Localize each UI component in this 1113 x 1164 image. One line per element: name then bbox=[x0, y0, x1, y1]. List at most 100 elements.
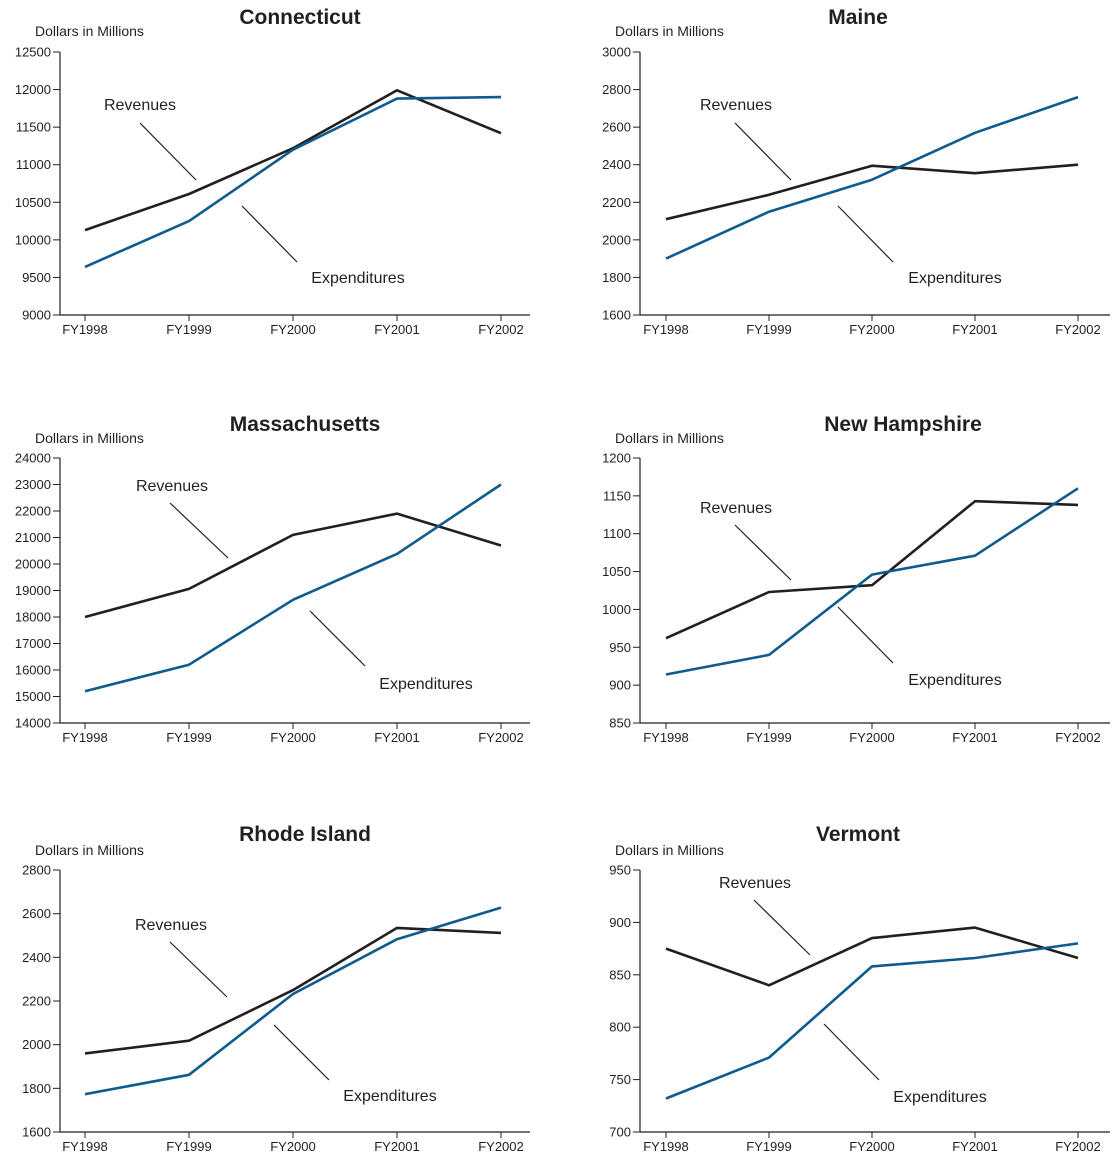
y-tick-label: 2800 bbox=[22, 863, 51, 878]
chart-panel-connecticut: Connecticut Dollars in Millions 9000 9500 10… bbox=[15, 6, 530, 337]
x-tick-label: FY2001 bbox=[952, 1139, 998, 1154]
y-tick-label: 18000 bbox=[15, 610, 51, 625]
x-tick-label: FY1998 bbox=[643, 322, 689, 337]
y-tick-label: 2200 bbox=[602, 195, 631, 210]
y-tick-label: 1800 bbox=[22, 1081, 51, 1096]
y-tick-label: 900 bbox=[609, 915, 631, 930]
series-label-expenditures: Expenditures bbox=[908, 672, 1001, 689]
y-tick-label: 2600 bbox=[602, 120, 631, 135]
series-line-expenditures bbox=[665, 487, 1079, 676]
leader-line-revenues bbox=[734, 524, 792, 581]
x-tick-label: FY1998 bbox=[62, 730, 108, 745]
y-tick-label: 1200 bbox=[602, 451, 631, 466]
y-tick-label: 1800 bbox=[602, 270, 631, 285]
x-tick-label: FY2000 bbox=[270, 730, 316, 745]
y-tick-label: 9000 bbox=[22, 308, 51, 323]
y-tick-label: 1150 bbox=[603, 488, 631, 503]
x-tick-label: FY2001 bbox=[374, 1139, 420, 1154]
series-label-revenues: Revenues bbox=[135, 917, 207, 934]
y-tick-label: 10000 bbox=[15, 232, 51, 247]
x-tick-label: FY2002 bbox=[1055, 322, 1101, 337]
y-tick-label: 21000 bbox=[15, 530, 51, 545]
y-tick-label: 700 bbox=[609, 1125, 631, 1140]
x-tick-label: FY2001 bbox=[374, 730, 420, 745]
y-tick-label: 23000 bbox=[15, 477, 51, 492]
x-tick-label: FY1999 bbox=[746, 1139, 792, 1154]
series-line-expenditures bbox=[84, 906, 502, 1096]
x-tick-label: FY2000 bbox=[270, 1139, 316, 1154]
series-label-revenues: Revenues bbox=[104, 97, 176, 114]
leader-line-revenues bbox=[169, 941, 228, 998]
y-tick-label: 1600 bbox=[22, 1125, 51, 1140]
leader-line-expenditures bbox=[837, 205, 894, 263]
y-tick-label: 1600 bbox=[602, 308, 631, 323]
y-tick-label: 19000 bbox=[15, 583, 51, 598]
x-tick-label: FY1998 bbox=[643, 730, 689, 745]
x-tick-label: FY1999 bbox=[166, 1139, 212, 1154]
x-tick-label: FY2002 bbox=[478, 322, 524, 337]
x-tick-label: FY2000 bbox=[849, 1139, 895, 1154]
x-tick-label: FY2001 bbox=[952, 322, 998, 337]
series-label-expenditures: Expenditures bbox=[893, 1089, 986, 1106]
series-line-expenditures bbox=[84, 483, 502, 693]
x-tick-label: FY1999 bbox=[166, 322, 212, 337]
leader-line-revenues bbox=[169, 502, 229, 559]
x-tick-label: FY2001 bbox=[374, 322, 420, 337]
chart-title: Rhode Island bbox=[239, 823, 371, 846]
x-tick-label: FY1999 bbox=[166, 730, 212, 745]
y-tick-label: 12500 bbox=[15, 45, 51, 60]
series-label-revenues: Revenues bbox=[700, 97, 772, 114]
y-tick-label: 3000 bbox=[602, 45, 631, 60]
leader-line-expenditures bbox=[241, 205, 298, 263]
y-tick-label: 850 bbox=[609, 716, 631, 731]
y-tick-label: 800 bbox=[609, 1020, 631, 1035]
y-tick-label: 1050 bbox=[602, 564, 631, 579]
y-tick-label: 20000 bbox=[15, 557, 51, 572]
x-tick-label: FY2000 bbox=[849, 730, 895, 745]
x-tick-label: FY2001 bbox=[952, 730, 998, 745]
y-tick-label: 850 bbox=[609, 967, 631, 982]
y-tick-label: 11500 bbox=[16, 120, 51, 135]
x-tick-label: FY2002 bbox=[1055, 1139, 1101, 1154]
series-label-revenues: Revenues bbox=[136, 478, 208, 495]
series-label-revenues: Revenues bbox=[719, 875, 791, 892]
y-tick-label: 2000 bbox=[22, 1037, 51, 1052]
y-tick-label: 950 bbox=[609, 863, 631, 878]
series-line-expenditures bbox=[665, 942, 1079, 1100]
y-tick-label: 2400 bbox=[602, 157, 631, 172]
chart-panel-new-hampshire: New Hampshire Dollars in Millions 850 900 95… bbox=[602, 413, 1110, 745]
chart-title: New Hampshire bbox=[824, 413, 982, 436]
x-tick-label: FY2002 bbox=[478, 730, 524, 745]
leader-line-expenditures bbox=[837, 606, 894, 664]
chart-title: Connecticut bbox=[239, 6, 360, 29]
y-axis-label: Dollars in Millions bbox=[615, 430, 724, 446]
series-label-expenditures: Expenditures bbox=[908, 270, 1001, 287]
y-tick-label: 1000 bbox=[602, 602, 631, 617]
series-line-revenues bbox=[665, 163, 1079, 221]
series-line-revenues bbox=[84, 89, 502, 232]
y-tick-label: 900 bbox=[609, 678, 631, 693]
series-line-revenues bbox=[665, 926, 1079, 987]
leader-line-revenues bbox=[753, 899, 811, 956]
y-tick-label: 12000 bbox=[15, 82, 51, 97]
y-tick-label: 750 bbox=[609, 1072, 631, 1087]
x-tick-label: FY1998 bbox=[62, 322, 108, 337]
x-tick-label: FY2000 bbox=[849, 322, 895, 337]
chart-title: Massachusetts bbox=[230, 413, 381, 436]
leader-line-expenditures bbox=[309, 610, 366, 667]
chart-panel-massachusetts: Massachusetts Dollars in Millions 14000 150… bbox=[15, 413, 530, 745]
series-line-revenues bbox=[84, 926, 502, 1055]
y-tick-label: 17000 bbox=[15, 636, 51, 651]
y-tick-label: 11000 bbox=[16, 157, 51, 172]
series-label-expenditures: Expenditures bbox=[343, 1088, 436, 1105]
y-tick-label: 22000 bbox=[15, 504, 51, 519]
leader-line-expenditures bbox=[823, 1023, 880, 1081]
chart-title: Vermont bbox=[816, 823, 900, 846]
series-line-expenditures bbox=[665, 95, 1079, 260]
y-axis-label: Dollars in Millions bbox=[35, 842, 144, 858]
series-label-expenditures: Expenditures bbox=[379, 676, 472, 693]
x-tick-label: FY1999 bbox=[746, 730, 792, 745]
chart-panel-rhode-island: Rhode Island Dollars in Millions 1600 1800 2… bbox=[22, 823, 530, 1154]
x-tick-label: FY1998 bbox=[62, 1139, 108, 1154]
y-tick-label: 2200 bbox=[22, 994, 51, 1009]
